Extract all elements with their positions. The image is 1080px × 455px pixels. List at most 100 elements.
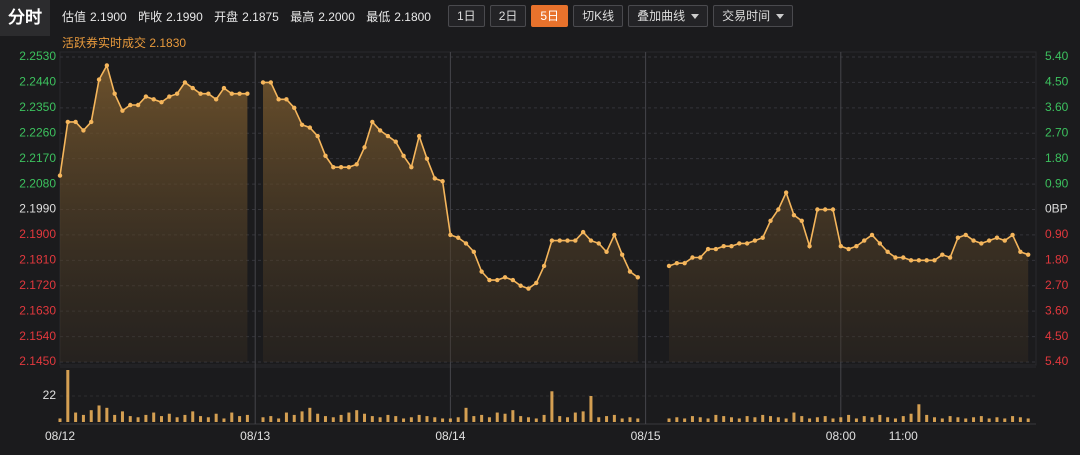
volume-bar: [402, 418, 406, 422]
volume-bar: [206, 417, 210, 422]
volume-bar: [847, 414, 851, 422]
volume-bar: [550, 391, 554, 422]
volume-bar: [81, 414, 85, 422]
quote-value: 2.1800: [394, 10, 431, 24]
volume-bar: [987, 418, 991, 422]
y2-tick-label: 0.90: [1045, 227, 1069, 241]
volume-bar: [347, 412, 351, 422]
y-tick-label: 2.1540: [19, 329, 56, 343]
price-point: [791, 212, 797, 218]
price-point: [674, 260, 680, 266]
price-point: [541, 263, 547, 269]
price-point: [385, 133, 391, 139]
y-tick-label: 2.2170: [19, 151, 56, 165]
volume-bar: [573, 412, 577, 422]
price-point: [854, 244, 859, 249]
volume-bar: [706, 418, 710, 422]
price-point: [1018, 249, 1023, 255]
price-point: [713, 246, 719, 252]
dropdown-arrow: [776, 14, 785, 20]
toolbar-button[interactable]: 5日: [531, 5, 569, 27]
quote-value: 2.2000: [318, 10, 355, 24]
toolbar-button[interactable]: 切K线: [573, 5, 624, 27]
volume-bar: [378, 417, 382, 422]
price-point: [229, 91, 234, 96]
x-tick-label: 11:00: [889, 429, 918, 443]
price-point: [495, 277, 500, 283]
volume-bar: [823, 416, 827, 422]
price-point: [846, 246, 851, 252]
price-point: [409, 164, 414, 170]
volume-bar: [511, 410, 515, 422]
volume-bar: [245, 414, 249, 422]
price-point: [690, 255, 695, 260]
volume-tick-label: 22: [43, 388, 57, 402]
volume-bar: [979, 416, 983, 422]
volume-bar: [605, 416, 609, 422]
volume-bar: [917, 404, 921, 422]
volume-bar: [886, 417, 890, 422]
price-point: [752, 238, 758, 243]
button-label: 1日: [457, 9, 476, 23]
volume-bar: [808, 418, 812, 422]
toolbar-button[interactable]: 叠加曲线: [628, 5, 709, 27]
volume-bar: [160, 416, 164, 422]
volume-bar: [214, 413, 218, 422]
volume-bar: [183, 414, 187, 422]
volume-bar: [472, 416, 476, 422]
quote-label: 开盘: [214, 10, 239, 24]
button-label: 叠加曲线: [637, 9, 686, 23]
price-point: [908, 258, 914, 263]
price-point: [721, 244, 726, 249]
y2-tick-label: 4.50: [1045, 75, 1069, 89]
y-tick-label: 2.2260: [19, 125, 56, 139]
price-point: [81, 128, 86, 133]
volume-bar: [167, 413, 171, 422]
y-tick-label: 2.1990: [19, 202, 56, 216]
volume-bar: [729, 417, 733, 422]
price-point: [947, 255, 953, 260]
price-point: [221, 85, 227, 91]
price-point: [167, 94, 172, 99]
price-point: [619, 252, 625, 257]
volume-bar: [995, 417, 999, 422]
toolbar-button[interactable]: 交易时间: [713, 5, 794, 27]
price-point: [276, 97, 281, 102]
volume-bar: [105, 407, 109, 422]
toolbar: 1日 2日 5日 切K线 叠加曲线 交易时间: [448, 5, 794, 27]
price-point: [377, 128, 383, 133]
volume-bar: [893, 418, 897, 422]
toolbar-button[interactable]: 1日: [448, 5, 485, 27]
volume-bar: [737, 418, 741, 422]
volume-bar: [597, 417, 601, 422]
tab[interactable]: 分时: [0, 0, 50, 36]
volume-bar: [964, 418, 968, 422]
price-point: [448, 232, 453, 238]
volume-bar: [956, 417, 960, 422]
price-point: [198, 91, 203, 96]
volume-bar: [1026, 418, 1030, 422]
quote-value: 2.1900: [90, 10, 127, 24]
y-tick-label: 2.2350: [19, 100, 56, 114]
volume-bar: [534, 418, 538, 422]
volume-bar: [230, 412, 234, 422]
price-point: [822, 207, 828, 212]
volume-bar: [925, 414, 929, 422]
volume-bar: [277, 418, 281, 422]
price-point: [104, 63, 110, 68]
price-area: [60, 65, 1029, 362]
volume-bar: [714, 414, 718, 422]
volume-bar: [589, 396, 593, 422]
volume-bar: [261, 417, 265, 422]
volume-bar: [58, 418, 62, 422]
price-point: [424, 156, 430, 161]
price-point: [729, 244, 734, 249]
volume-bar: [870, 417, 874, 422]
toolbar-button[interactable]: 2日: [489, 5, 527, 27]
volume-bar: [566, 417, 570, 422]
price-point: [916, 258, 922, 263]
volume-bar: [308, 407, 312, 422]
volume-bar: [862, 416, 866, 422]
